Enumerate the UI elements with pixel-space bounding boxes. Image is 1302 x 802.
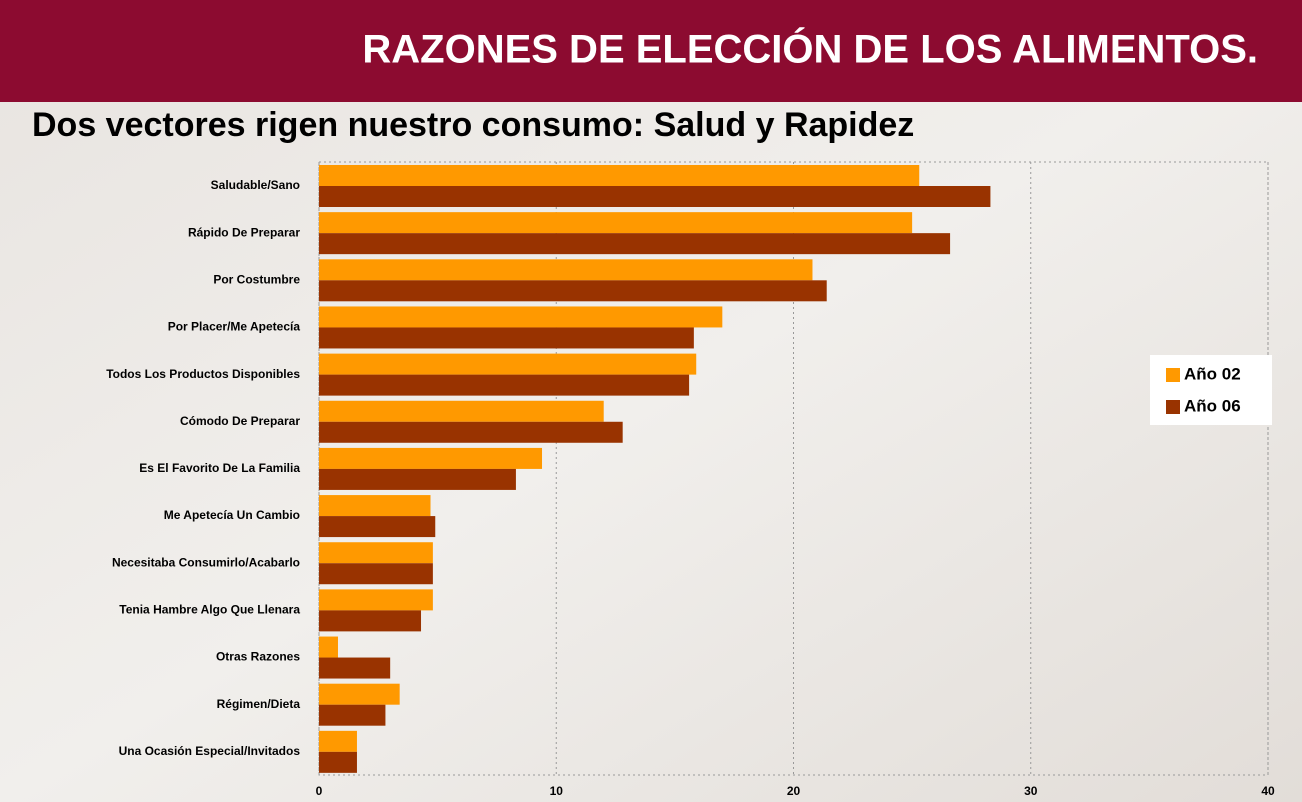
bar [319, 448, 542, 469]
x-tick-label: 10 [550, 784, 564, 798]
bar [319, 563, 433, 584]
legend-swatch [1166, 368, 1180, 382]
bar [319, 610, 421, 631]
bar [319, 165, 919, 186]
x-tick-label: 40 [1261, 784, 1275, 798]
bar [319, 469, 516, 490]
bar [319, 705, 385, 726]
bar [319, 516, 435, 537]
bar [319, 212, 912, 233]
y-tick-label: Me Apetecía Un Cambio [164, 508, 300, 522]
bar [319, 327, 694, 348]
subtitle: Dos vectores rigen nuestro consumo: Salu… [32, 106, 914, 144]
bar [319, 542, 433, 563]
bar [319, 280, 827, 301]
slide: RAZONES DE ELECCIÓN DE LOS ALIMENTOS. Do… [0, 0, 1302, 802]
x-tick-label: 0 [316, 784, 323, 798]
bar [319, 401, 604, 422]
y-tick-label: Rápido De Preparar [188, 225, 300, 239]
y-tick-label: Cómodo De Preparar [180, 414, 300, 428]
bar [319, 375, 689, 396]
y-tick-label: Por Placer/Me Apetecía [168, 320, 301, 334]
legend-label: Año 02 [1184, 364, 1241, 383]
slide-title: RAZONES DE ELECCIÓN DE LOS ALIMENTOS. [362, 26, 1258, 72]
bar [319, 731, 357, 752]
bar [319, 637, 338, 658]
legend-label: Año 06 [1184, 396, 1241, 415]
bar [319, 422, 623, 443]
bar [319, 589, 433, 610]
y-tick-label: Otras Razones [216, 650, 300, 664]
bar [319, 259, 812, 280]
y-tick-label: Todos Los Productos Disponibles [106, 367, 300, 381]
x-tick-label: 20 [787, 784, 801, 798]
bar [319, 354, 696, 375]
bar [319, 684, 400, 705]
y-tick-label: Tenia Hambre Algo Que Llenara [119, 603, 300, 617]
y-tick-label: Necesitaba Consumirlo/Acabarlo [112, 555, 300, 569]
bar [319, 186, 990, 207]
y-tick-label: Régimen/Dieta [217, 697, 301, 711]
y-tick-label: Saludable/Sano [211, 178, 300, 192]
x-tick-label: 30 [1024, 784, 1038, 798]
y-tick-label: Por Costumbre [213, 272, 300, 286]
legend-swatch [1166, 400, 1180, 414]
y-tick-label: Es El Favorito De La Familia [139, 461, 300, 475]
bar [319, 495, 431, 516]
bar [319, 752, 357, 773]
bar [319, 233, 950, 254]
y-tick-label: Una Ocasión Especial/Invitados [119, 744, 301, 758]
bar [319, 306, 722, 327]
bar [319, 658, 390, 679]
